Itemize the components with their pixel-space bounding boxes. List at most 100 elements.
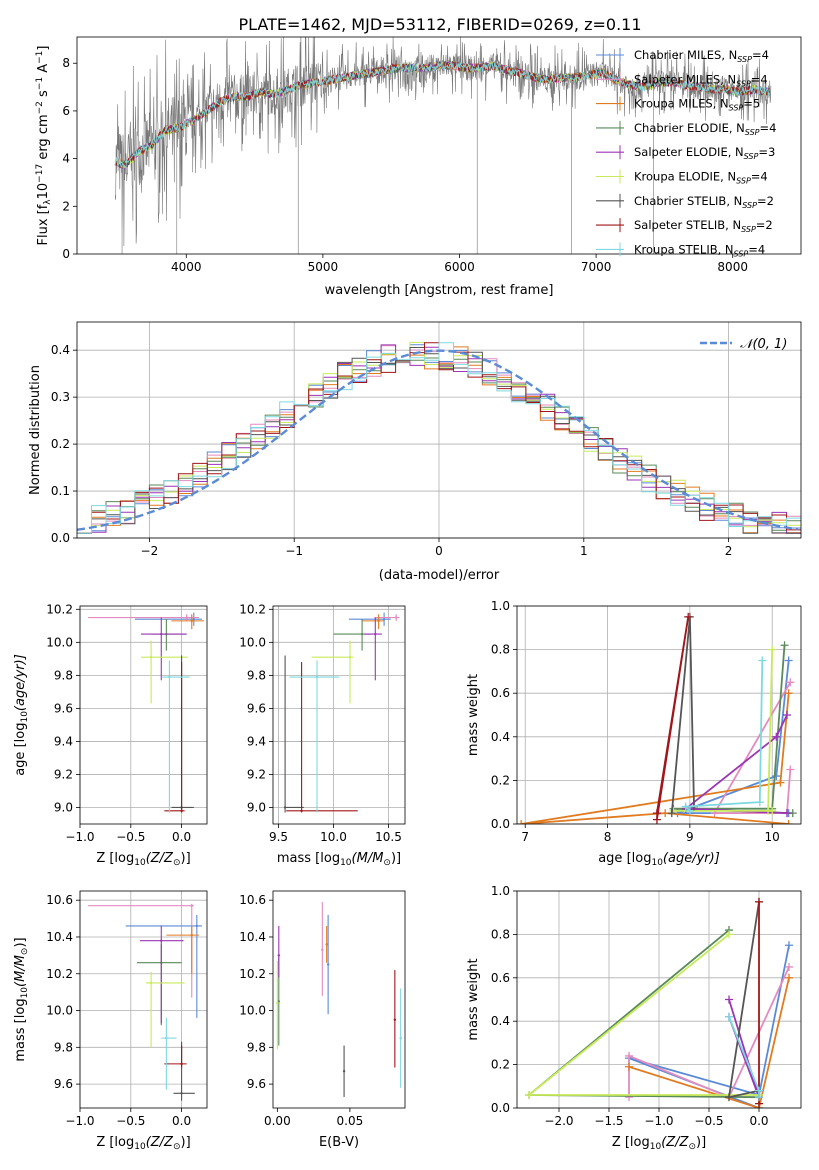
xlabel-part: age [log — [598, 851, 651, 866]
x-tick-label: −2.0 — [544, 1114, 573, 1128]
mass-vs-Z-points — [88, 903, 202, 1101]
ylabel-part: mass [log — [13, 998, 28, 1061]
y-tick-label: 9.6 — [54, 701, 73, 715]
legend-sub: SSP — [741, 225, 756, 234]
data-point — [195, 924, 199, 928]
mass-vs-Z-axes: −1.0 −0.5 0.0 9.6 9.8 10.0 10.2 10.4 10.6 — [46, 891, 207, 1128]
data-point — [348, 655, 352, 659]
series-marker — [755, 1093, 763, 1102]
y-tick-label: 0.6 — [491, 686, 510, 700]
xlabel-part: )] — [181, 1135, 191, 1150]
y-tick-label: 1.0 — [491, 884, 510, 898]
residual-histogram-axes: −2 −1 0 1 2 0.0 0.1 0.2 0.3 0.4 — [51, 322, 801, 558]
age-vs-Z-points — [88, 612, 204, 813]
legend-sub: SSP — [745, 128, 760, 137]
x-tick-label: 9.5 — [269, 830, 288, 844]
mass-weight-vs-Z-axes: −2.0 −1.5 −1.0 −0.5 0.0 0.0 0.2 0.4 0.6 0.8 1.0 — [491, 884, 801, 1128]
legend-suffix: =2 — [757, 194, 774, 208]
data-point — [342, 1070, 346, 1073]
data-point — [165, 1036, 168, 1040]
legend-label: Chabrier STELIB, N — [634, 194, 742, 208]
age-vs-mass-frame — [272, 605, 406, 825]
ylabel-part: age [log — [13, 723, 28, 776]
xlabel-part: (M/M — [352, 851, 384, 866]
y-tick-label: 10.0 — [46, 635, 73, 649]
data-point — [149, 655, 153, 659]
x-tick-label: −2 — [141, 544, 159, 558]
legend-entry: Kroupa STELIB, NSSP=4 — [634, 242, 765, 258]
legend-sub: SSP — [736, 79, 751, 88]
y-tick-label: 9.8 — [54, 1040, 73, 1054]
data-point — [149, 981, 153, 985]
x-tick-label: 9 — [686, 830, 694, 844]
y-tick-label: 0.2 — [491, 773, 510, 787]
series-marker — [783, 809, 792, 818]
data-point — [315, 675, 319, 679]
normal-reference-curve — [77, 349, 799, 531]
series-marker — [776, 778, 785, 787]
ylabel-part: −17 — [35, 164, 45, 183]
y-tick-label: 0.2 — [491, 1058, 510, 1072]
y-tick-label: 8 — [62, 56, 70, 70]
legend-entry: Chabrier ELODIE, NSSP=4 — [634, 121, 776, 137]
y-tick-label: 9.0 — [247, 800, 266, 814]
series-line — [728, 999, 760, 1098]
y-tick-label: 0.4 — [491, 1014, 510, 1028]
y-tick-label: 0.2 — [51, 437, 70, 451]
y-tick-label: 10.2 — [239, 602, 266, 616]
series-line — [673, 649, 774, 812]
y-tick-label: 0.0 — [491, 817, 510, 831]
spectrum-frame — [76, 36, 802, 255]
y-tick-label: 9.8 — [54, 668, 73, 682]
legend-entry: Salpeter ELODIE, NSSP=3 — [634, 145, 775, 161]
data-point — [321, 948, 324, 952]
ylabel-part: A — [36, 64, 51, 77]
series-marker — [768, 806, 777, 815]
y-tick-label: 1.0 — [491, 599, 510, 613]
model-spectrum-kroupa-stelib — [114, 60, 770, 170]
series-marker — [755, 897, 763, 906]
series-marker — [758, 656, 767, 665]
y-tick-label: 10.4 — [46, 930, 73, 944]
ylabel-part: Flux [f — [36, 204, 51, 245]
xlabel-part: mass [log — [277, 851, 340, 866]
y-tick-label: 9.4 — [54, 734, 73, 748]
y-tick-label: 0.8 — [491, 643, 510, 657]
legend-suffix: =4 — [751, 170, 768, 184]
data-point — [168, 675, 171, 679]
y-tick-label: 0.0 — [491, 1101, 510, 1115]
x-tick-label: 6000 — [444, 260, 475, 274]
y-tick-label: 0 — [62, 247, 70, 261]
series-marker — [725, 1093, 733, 1102]
y-tick-label: 9.8 — [247, 1040, 266, 1054]
series-marker — [772, 732, 781, 741]
mass-weight-vs-age-series — [517, 612, 797, 824]
legend-suffix: =5 — [743, 97, 760, 111]
data-point — [393, 1018, 397, 1021]
series-line — [656, 616, 690, 820]
xlabel-part: Z [log — [96, 851, 134, 866]
residual-histogram-xlabel: (data-model)/error — [379, 568, 500, 583]
data-point — [360, 632, 364, 636]
series-marker — [755, 798, 764, 807]
y-tick-label: 0.4 — [491, 730, 510, 744]
series-line — [683, 660, 764, 812]
series-marker — [652, 815, 661, 824]
mass-weight-vs-age-frame — [516, 605, 802, 825]
ylabel-part: (age/yr)] — [13, 654, 28, 711]
x-tick-label: 4000 — [171, 260, 202, 274]
mass-weight-vs-age-ylabel: mass weight — [466, 674, 481, 756]
y-tick-label: 0.8 — [491, 927, 510, 941]
legend-label: Chabrier ELODIE, N — [634, 121, 745, 135]
xlabel-part: 10 — [651, 858, 663, 868]
data-point — [160, 939, 163, 942]
residual-histogram-frame — [76, 321, 802, 539]
ylabel-part: ] — [36, 46, 51, 51]
y-tick-label: 9.6 — [247, 701, 266, 715]
legend-label: Salpeter MILES, N — [634, 72, 736, 86]
data-point — [192, 618, 195, 621]
y-tick-label: 0.3 — [51, 390, 70, 404]
xlabel-part: 10 — [650, 1142, 662, 1152]
x-tick-label: 0 — [435, 544, 443, 558]
